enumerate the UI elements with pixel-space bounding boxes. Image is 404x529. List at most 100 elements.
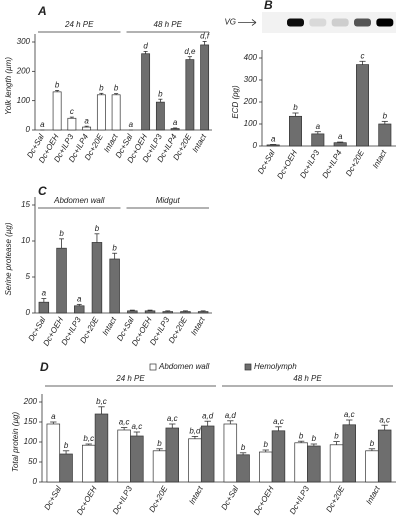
- bar: [130, 435, 144, 483]
- x-tick-label: Intact: [187, 484, 205, 506]
- bar: [141, 53, 151, 131]
- significance-letter: b: [112, 243, 117, 252]
- bar: [266, 144, 280, 147]
- bar: [96, 94, 106, 131]
- legend-label: Hemolymph: [254, 362, 297, 371]
- significance-letter: b: [95, 224, 100, 233]
- gel-band: [309, 18, 327, 27]
- gel-band: [354, 18, 371, 27]
- bar: [200, 44, 210, 131]
- legend-label: Abdomen wall: [158, 362, 209, 371]
- bar: [188, 438, 202, 483]
- x-tick-label: Dc+Sal: [256, 148, 277, 175]
- bar: [307, 445, 321, 483]
- y-tick-label: 0: [253, 141, 258, 150]
- legend-swatch: [244, 363, 252, 371]
- x-tick-label: Dc+ILP3: [288, 484, 312, 516]
- bar: [111, 94, 121, 131]
- bar: [46, 423, 61, 483]
- bar: [155, 101, 165, 131]
- y-tick-label: 150: [24, 417, 38, 426]
- bar: [74, 305, 85, 314]
- bar: [82, 126, 92, 131]
- bar: [329, 444, 344, 483]
- bar: [200, 425, 215, 483]
- significance-letter: b,c: [83, 434, 94, 443]
- gel-band: [265, 19, 282, 27]
- bar: [294, 442, 308, 483]
- x-tick-label: Dc+20E: [324, 484, 346, 514]
- y-tick-label: 5: [26, 272, 31, 281]
- significance-letter: a,c: [344, 410, 355, 419]
- significance-letter: a,c: [273, 417, 284, 426]
- y-tick-label: 200: [16, 66, 31, 75]
- significance-letter: b: [99, 83, 104, 92]
- bar: [38, 301, 50, 314]
- x-tick-label: Intact: [371, 148, 389, 170]
- group-label: 24 h PE: [64, 20, 94, 29]
- significance-letter: b: [370, 439, 375, 448]
- significance-letter: b: [158, 89, 163, 98]
- x-tick-label: Dc+Sal: [42, 484, 63, 511]
- significance-letter: b: [64, 441, 69, 450]
- gel-band: [331, 18, 349, 27]
- significance-letter: d,f: [200, 32, 210, 41]
- legend-swatch: [149, 363, 157, 371]
- significance-letter: a,c: [119, 418, 130, 427]
- gel-label: VG: [224, 18, 236, 27]
- bar: [223, 423, 238, 483]
- bar: [378, 123, 392, 147]
- bar: [91, 242, 103, 314]
- bar: [236, 454, 250, 483]
- significance-letter: b: [299, 431, 304, 440]
- significance-letter: b: [312, 434, 317, 443]
- x-tick-label: Dc+ILP4: [320, 148, 344, 180]
- x-tick-label: Intact: [191, 132, 209, 154]
- significance-letter: a: [77, 294, 82, 303]
- x-tick-label: Dc+ILP3: [298, 148, 322, 180]
- significance-letter: b: [55, 81, 60, 90]
- y-tick-label: 400: [244, 53, 258, 62]
- bar: [311, 133, 325, 147]
- bar: [127, 310, 138, 314]
- significance-letter: a,d: [225, 411, 237, 420]
- y-tick-label: 100: [24, 437, 38, 446]
- significance-letter: b: [241, 443, 246, 452]
- y-tick-label: 0: [26, 125, 31, 134]
- bar: [333, 142, 347, 147]
- y-tick-label: 0: [26, 308, 31, 317]
- group-label: 24 h PE: [115, 374, 145, 383]
- y-axis-label: Yolk length (µm): [4, 57, 13, 115]
- gel-band: [287, 18, 304, 27]
- y-tick-label: 100: [17, 96, 31, 105]
- significance-letter: b: [334, 432, 339, 441]
- x-tick-label: Dc+20E: [344, 148, 366, 178]
- significance-letter: b: [157, 439, 162, 448]
- bar: [117, 429, 131, 483]
- x-tick-label: Intact: [189, 315, 207, 337]
- bar: [109, 258, 120, 314]
- significance-letter: a,c: [379, 415, 390, 424]
- bar: [180, 311, 191, 314]
- panel-letter: D: [40, 360, 49, 374]
- bar: [162, 311, 173, 314]
- bar: [342, 424, 356, 483]
- significance-letter: b: [114, 84, 119, 93]
- significance-letter: a: [42, 289, 47, 298]
- significance-letter: d,e: [184, 47, 196, 56]
- significance-letter: a: [51, 412, 56, 421]
- bar: [82, 444, 96, 483]
- bar: [170, 128, 180, 131]
- bar: [289, 115, 302, 147]
- bar: [56, 247, 67, 314]
- bar: [365, 450, 379, 483]
- y-axis-label: Total protein (µg): [11, 411, 20, 472]
- significance-letter: c: [361, 51, 365, 60]
- bar: [152, 450, 167, 483]
- bar: [94, 413, 109, 483]
- y-tick-label: 50: [28, 457, 37, 466]
- y-axis-label: Serine protease (µg): [4, 222, 13, 295]
- y-tick-label: 0: [33, 477, 38, 486]
- bar: [259, 451, 273, 483]
- panel-letter: C: [38, 184, 47, 198]
